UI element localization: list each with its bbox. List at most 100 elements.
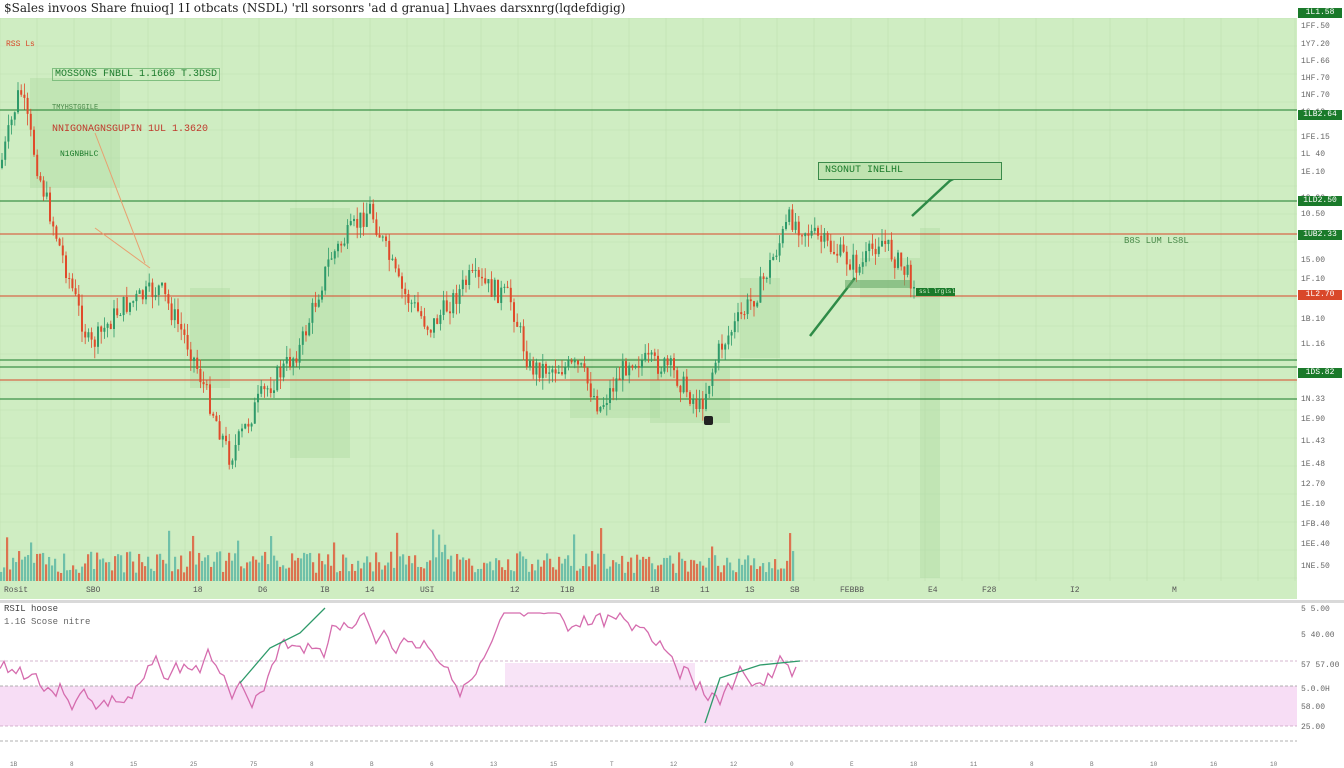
candle-body <box>567 360 570 368</box>
candle-body <box>362 212 365 227</box>
candle-body <box>849 264 851 270</box>
volume-bar <box>204 557 207 581</box>
volume-bar <box>414 555 417 581</box>
volume-bar <box>66 570 69 581</box>
volume-bar <box>705 567 708 581</box>
candle-body <box>266 388 269 390</box>
time-axis-label: 18 <box>193 586 203 595</box>
volume-bar <box>384 565 387 581</box>
bottom-axis-label: E <box>850 761 854 768</box>
price-axis-label: 1E.10 <box>1301 168 1326 177</box>
volume-bar <box>663 557 666 581</box>
candle-body <box>317 299 320 307</box>
candle-body <box>743 314 746 316</box>
time-axis-label: F28 <box>982 586 997 595</box>
price-level-badge[interactable]: 1LB2.64 <box>1298 110 1342 120</box>
candle-body <box>772 256 775 261</box>
rsi-pane[interactable]: RSIL hoose 1.1G Scose nitre <box>0 603 1297 761</box>
rsi-chart-svg[interactable] <box>0 603 1297 761</box>
volume-bar <box>651 563 654 581</box>
volume-bar <box>309 552 312 581</box>
candle-body <box>685 376 688 393</box>
time-axis-label: Rosit <box>4 586 29 595</box>
candle-body <box>215 415 218 422</box>
trend-arrow-icon <box>911 175 956 217</box>
volume-bar <box>537 559 540 581</box>
title-bar: $Sales invoos Share fnuioq] 1I otbcats (… <box>0 0 1344 18</box>
candle-body <box>525 351 528 368</box>
candle-body <box>218 421 221 440</box>
price-level-badge[interactable]: 1LD2.50 <box>1298 196 1342 206</box>
candle-body <box>404 288 407 295</box>
rsi-axis[interactable]: 5 5.00 5 40.00 57 57.00 5.0.0H 58.00 25.00 <box>1297 603 1344 761</box>
candle-body <box>740 312 743 315</box>
volume-bar <box>189 551 192 581</box>
position-tag[interactable]: ssl lrglsl <box>916 288 955 296</box>
price-level-badge[interactable]: 1UB2.33 <box>1298 230 1342 240</box>
candle-body <box>458 289 461 304</box>
candle-body <box>413 302 416 304</box>
candle-body <box>817 227 819 236</box>
candle-body <box>705 393 707 410</box>
candle-body <box>449 311 451 314</box>
candle-body <box>490 279 493 297</box>
bottom-axis-label: 25 <box>190 761 198 768</box>
price-axis-label: 1FF.50 <box>1301 22 1330 31</box>
candle-body <box>189 349 192 361</box>
candle-body <box>541 363 544 378</box>
volume-bar <box>294 560 297 581</box>
volume-bar <box>159 553 162 581</box>
volume-bar <box>366 556 369 581</box>
price-level-badge[interactable]: 1DS.82 <box>1298 368 1342 378</box>
price-axis-label: 1NE.50 <box>1301 562 1330 571</box>
price-chart-svg[interactable] <box>0 18 1297 581</box>
price-level-badge[interactable]: 1L2.70 <box>1298 290 1342 300</box>
candle-body <box>116 308 119 316</box>
candle-body <box>241 428 243 432</box>
candle-body <box>97 326 99 347</box>
time-axis[interactable]: Rosit SBO 18 D6 IB 14 USI 12 I1B 1B 11 1S SB FEBBB E4 F… <box>0 581 1297 599</box>
zone-label: B8S LUM LS8L <box>1124 236 1189 246</box>
candle-body <box>612 388 615 392</box>
candle-body <box>765 277 768 279</box>
pane-divider[interactable] <box>0 600 1344 603</box>
candle-body <box>148 282 151 287</box>
candle-body <box>138 290 141 294</box>
volume-bar <box>579 568 582 581</box>
price-level-badge[interactable]: 1L1.58 <box>1298 8 1342 18</box>
candle-body <box>804 233 807 237</box>
volume-bar <box>531 564 534 581</box>
volume-bar <box>210 566 213 581</box>
price-pane[interactable]: RSS Ls MOSSONS FNBLL 1.1660 T.3DSD NNIGO… <box>0 18 1297 581</box>
volume-bar <box>150 568 153 581</box>
candle-body <box>45 192 48 197</box>
candle-body <box>858 266 861 273</box>
volume-bar <box>561 563 564 581</box>
price-axis-label: 1Y7.20 <box>1301 40 1330 49</box>
candle-body <box>909 264 912 289</box>
candle-body <box>385 236 387 241</box>
volume-bar <box>615 562 618 581</box>
candle-body <box>644 352 647 361</box>
candle-body <box>557 372 560 374</box>
candle-body <box>154 294 157 298</box>
candle-body <box>551 369 554 373</box>
volume-bar <box>96 552 99 581</box>
trend-label-box[interactable]: NSONUT INELHL <box>818 162 1002 180</box>
candle-body <box>679 385 682 393</box>
volume-bar <box>696 563 699 581</box>
volume-bar <box>372 571 375 581</box>
candle-body <box>516 321 519 327</box>
volume-bar <box>762 563 765 581</box>
volume-bar <box>642 556 645 581</box>
volume-bar <box>258 562 261 581</box>
candle-body <box>58 238 61 246</box>
candle-body <box>285 357 288 364</box>
candle-body <box>586 367 589 384</box>
candle-body <box>855 254 858 273</box>
candle-body <box>906 264 909 275</box>
price-axis-label: 1E.48 <box>1301 460 1326 469</box>
candle-body <box>455 293 458 304</box>
volume-bar <box>330 565 333 581</box>
